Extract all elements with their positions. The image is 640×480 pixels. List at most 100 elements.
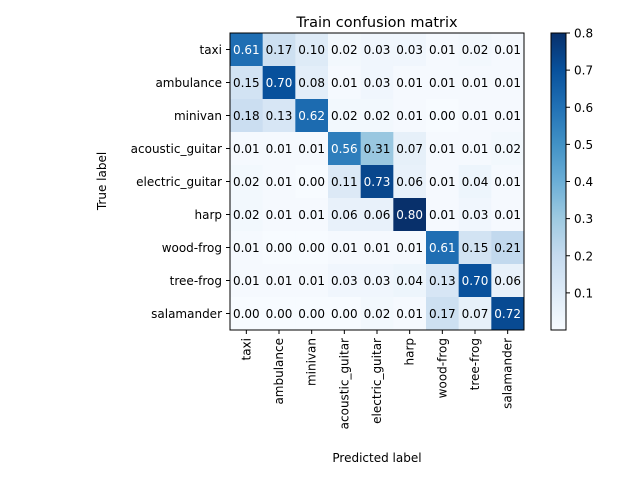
cell-value-label: 0.17 <box>429 307 456 321</box>
heatmap-cell <box>328 66 362 100</box>
heatmap-cell <box>458 165 492 199</box>
x-tick-label: taxi <box>239 338 253 361</box>
heatmap-cell <box>458 132 492 166</box>
heatmap-cell <box>230 66 264 100</box>
y-tick-label: salamander <box>151 307 222 321</box>
colorbar-tick-label: 0.1 <box>574 286 593 300</box>
heatmap-cell <box>328 198 362 232</box>
x-tick-label: wood-frog <box>435 338 449 398</box>
cell-value-label: 0.03 <box>364 43 391 57</box>
heatmap-cell <box>491 66 525 100</box>
cell-value-label: 0.01 <box>266 142 293 156</box>
heatmap-cell <box>328 264 362 298</box>
heatmap-cell <box>393 231 427 265</box>
cell-value-label: 0.17 <box>266 43 293 57</box>
heatmap-cell <box>360 165 394 199</box>
cell-value-label: 0.01 <box>494 76 521 90</box>
heatmap-cell <box>328 297 362 331</box>
heatmap-cell <box>295 231 329 265</box>
heatmap-cell <box>262 297 296 331</box>
cell-value-label: 0.01 <box>429 43 456 57</box>
heatmap-cell <box>262 99 296 133</box>
heatmap-cell <box>426 198 460 232</box>
cell-value-label: 0.01 <box>266 208 293 222</box>
cell-value-label: 0.00 <box>331 307 358 321</box>
y-tick-label: tree-frog <box>170 274 222 288</box>
heatmap-cell <box>230 198 264 232</box>
cell-value-label: 0.00 <box>298 307 325 321</box>
cell-value-label: 0.21 <box>494 241 521 255</box>
cell-value-label: 0.62 <box>298 109 325 123</box>
cell-value-label: 0.01 <box>494 208 521 222</box>
heatmap-cell <box>360 99 394 133</box>
cell-value-label: 0.01 <box>298 208 325 222</box>
y-tick-label: ambulance <box>155 76 222 90</box>
cell-value-label: 0.02 <box>331 109 358 123</box>
cell-value-label: 0.01 <box>462 142 489 156</box>
heatmap-cell <box>458 99 492 133</box>
colorbar-tick-label: 0.5 <box>574 138 593 152</box>
heatmap-cell <box>393 264 427 298</box>
heatmap-cell <box>491 165 525 199</box>
heatmap-cell <box>426 165 460 199</box>
cell-value-label: 0.00 <box>266 307 293 321</box>
heatmap-cell <box>295 165 329 199</box>
cell-value-label: 0.03 <box>364 76 391 90</box>
y-tick-label: minivan <box>174 109 222 123</box>
cell-value-label: 0.13 <box>266 109 293 123</box>
cell-value-label: 0.02 <box>364 109 391 123</box>
heatmap-cell <box>491 264 525 298</box>
x-tick-label: tree-frog <box>468 338 482 390</box>
colorbar-tick-label: 0.2 <box>574 249 593 263</box>
cell-value-label: 0.03 <box>364 274 391 288</box>
heatmap-cell <box>262 264 296 298</box>
heatmap-cell <box>393 33 427 67</box>
chart-title: Train confusion matrix <box>295 15 458 31</box>
cell-value-label: 0.06 <box>396 175 423 189</box>
cell-value-label: 0.10 <box>298 43 325 57</box>
heatmap-cell <box>295 66 329 100</box>
cell-value-label: 0.13 <box>429 274 456 288</box>
cell-value-label: 0.08 <box>298 76 325 90</box>
heatmap-cell <box>360 132 394 166</box>
heatmap-cell <box>458 66 492 100</box>
colorbar <box>550 32 567 331</box>
cell-value-label: 0.01 <box>429 142 456 156</box>
heatmap-cell <box>360 297 394 331</box>
cell-value-label: 0.02 <box>233 175 260 189</box>
heatmap-cell <box>328 33 362 67</box>
cell-value-label: 0.01 <box>494 109 521 123</box>
colorbar-ticks: 0.1 0.2 0.3 0.4 0.5 0.6 0.7 0.8 <box>566 27 593 300</box>
heatmap-cell <box>426 264 460 298</box>
heatmap-cell <box>230 264 264 298</box>
heatmap-cell <box>230 99 264 133</box>
heatmap-cell <box>262 33 296 67</box>
heatmap-cell <box>295 198 329 232</box>
heatmap-cell <box>262 165 296 199</box>
heatmap-cell <box>328 99 362 133</box>
heatmap-cell <box>426 231 460 265</box>
heatmap-cell <box>230 33 264 67</box>
heatmap-cell <box>491 99 525 133</box>
colorbar-tick-label: 0.7 <box>574 64 593 78</box>
colorbar-tick-label: 0.3 <box>574 212 593 226</box>
cell-value-label: 0.31 <box>364 142 391 156</box>
cell-value-label: 0.06 <box>331 208 358 222</box>
x-tick-label: harp <box>403 338 417 366</box>
heatmap-cell <box>426 99 460 133</box>
cell-value-label: 0.01 <box>298 274 325 288</box>
cell-value-label: 0.01 <box>233 142 260 156</box>
heatmap-cell <box>458 297 492 331</box>
x-axis-label: Predicted label <box>332 451 421 465</box>
heatmap-cell <box>360 264 394 298</box>
y-axis-label: True label <box>95 152 109 211</box>
heatmap-cell <box>230 132 264 166</box>
x-axis-ticks: taxi ambulance minivan acoustic_guitar elect… <box>239 330 515 429</box>
cell-value-label: 0.01 <box>462 76 489 90</box>
heatmap-cell <box>426 132 460 166</box>
cell-value-label: 0.02 <box>494 142 521 156</box>
cell-value-label: 0.02 <box>364 307 391 321</box>
cell-value-label: 0.70 <box>266 76 293 90</box>
heatmap-cell <box>458 33 492 67</box>
